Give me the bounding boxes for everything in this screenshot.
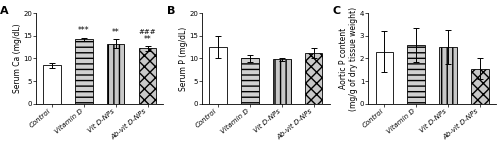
Text: B: B (166, 6, 175, 16)
Bar (471, 69, 488, 104)
Text: **: ** (144, 35, 152, 44)
Text: C: C (333, 6, 341, 16)
Y-axis label: Serum Ca (mg/dL): Serum Ca (mg/dL) (12, 24, 22, 93)
Bar (440, 47, 457, 104)
Bar (305, 53, 322, 104)
Text: ###: ### (138, 29, 156, 35)
Bar (408, 45, 425, 104)
Bar (242, 58, 259, 104)
Y-axis label: Serum P (mg/dL): Serum P (mg/dL) (178, 26, 188, 91)
Text: **: ** (112, 28, 120, 37)
Bar (376, 52, 393, 104)
Bar (107, 44, 124, 104)
Bar (210, 47, 227, 104)
Bar (273, 59, 290, 104)
Text: ***: *** (78, 26, 90, 35)
Bar (43, 65, 61, 104)
Bar (75, 39, 92, 104)
Text: A: A (0, 6, 9, 16)
Bar (139, 48, 156, 104)
Y-axis label: Aortic P content
(mg/g of dry tissue weight): Aortic P content (mg/g of dry tissue wei… (339, 6, 358, 110)
